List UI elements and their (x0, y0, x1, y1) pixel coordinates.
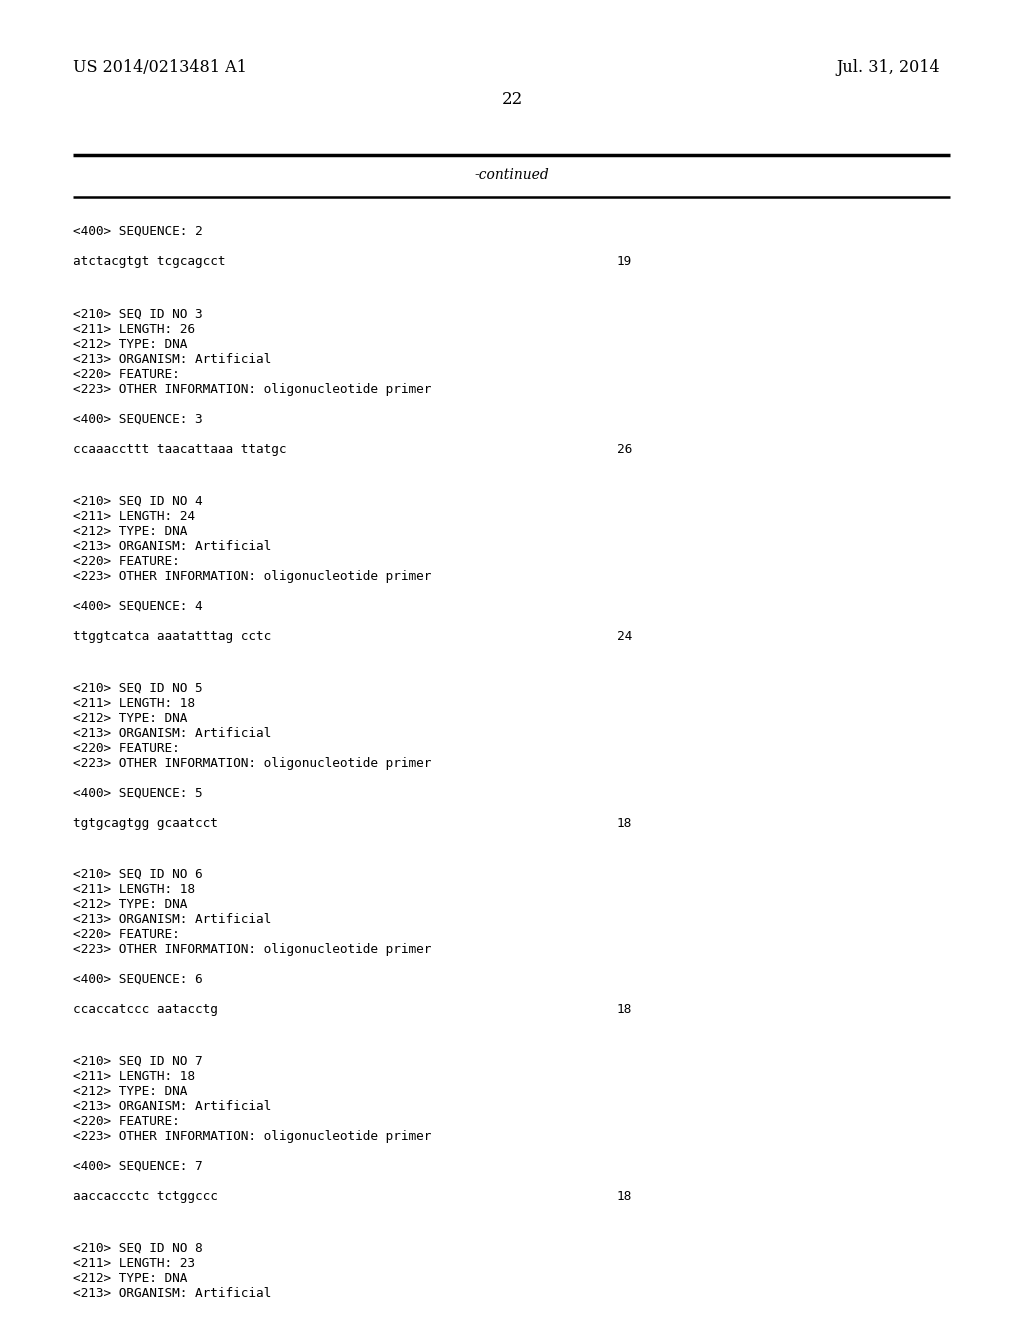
Text: <400> SEQUENCE: 3: <400> SEQUENCE: 3 (73, 413, 203, 426)
Text: <223> OTHER INFORMATION: oligonucleotide primer: <223> OTHER INFORMATION: oligonucleotide… (73, 570, 431, 583)
Text: <213> ORGANISM: Artificial: <213> ORGANISM: Artificial (73, 727, 271, 741)
Text: <211> LENGTH: 18: <211> LENGTH: 18 (73, 1071, 195, 1082)
Text: <213> ORGANISM: Artificial: <213> ORGANISM: Artificial (73, 913, 271, 927)
Text: US 2014/0213481 A1: US 2014/0213481 A1 (73, 59, 247, 77)
Text: <213> ORGANISM: Artificial: <213> ORGANISM: Artificial (73, 1287, 271, 1300)
Text: <212> TYPE: DNA: <212> TYPE: DNA (73, 711, 187, 725)
Text: tgtgcagtgg gcaatcct: tgtgcagtgg gcaatcct (73, 817, 218, 830)
Text: <220> FEATURE:: <220> FEATURE: (73, 554, 180, 568)
Text: <400> SEQUENCE: 5: <400> SEQUENCE: 5 (73, 787, 203, 800)
Text: 18: 18 (617, 1191, 632, 1203)
Text: <210> SEQ ID NO 3: <210> SEQ ID NO 3 (73, 308, 203, 321)
Text: <210> SEQ ID NO 4: <210> SEQ ID NO 4 (73, 495, 203, 508)
Text: <212> TYPE: DNA: <212> TYPE: DNA (73, 1272, 187, 1284)
Text: <210> SEQ ID NO 6: <210> SEQ ID NO 6 (73, 869, 203, 880)
Text: <211> LENGTH: 18: <211> LENGTH: 18 (73, 883, 195, 896)
Text: 22: 22 (502, 91, 522, 108)
Text: <212> TYPE: DNA: <212> TYPE: DNA (73, 525, 187, 539)
Text: <211> LENGTH: 18: <211> LENGTH: 18 (73, 697, 195, 710)
Text: ttggtcatca aaatatttag cctc: ttggtcatca aaatatttag cctc (73, 630, 271, 643)
Text: <213> ORGANISM: Artificial: <213> ORGANISM: Artificial (73, 352, 271, 366)
Text: 18: 18 (617, 1003, 632, 1016)
Text: <210> SEQ ID NO 5: <210> SEQ ID NO 5 (73, 682, 203, 696)
Text: Jul. 31, 2014: Jul. 31, 2014 (837, 59, 940, 77)
Text: <400> SEQUENCE: 2: <400> SEQUENCE: 2 (73, 224, 203, 238)
Text: aaccaccctc tctggccc: aaccaccctc tctggccc (73, 1191, 218, 1203)
Text: <400> SEQUENCE: 4: <400> SEQUENCE: 4 (73, 601, 203, 612)
Text: <223> OTHER INFORMATION: oligonucleotide primer: <223> OTHER INFORMATION: oligonucleotide… (73, 942, 431, 956)
Text: <400> SEQUENCE: 7: <400> SEQUENCE: 7 (73, 1160, 203, 1173)
Text: <212> TYPE: DNA: <212> TYPE: DNA (73, 898, 187, 911)
Text: ccaccatccc aatacctg: ccaccatccc aatacctg (73, 1003, 218, 1016)
Text: <223> OTHER INFORMATION: oligonucleotide primer: <223> OTHER INFORMATION: oligonucleotide… (73, 1130, 431, 1143)
Text: atctacgtgt tcgcagcct: atctacgtgt tcgcagcct (73, 255, 225, 268)
Text: <220> FEATURE:: <220> FEATURE: (73, 1115, 180, 1129)
Text: <212> TYPE: DNA: <212> TYPE: DNA (73, 1085, 187, 1098)
Text: <211> LENGTH: 24: <211> LENGTH: 24 (73, 510, 195, 523)
Text: <220> FEATURE:: <220> FEATURE: (73, 368, 180, 381)
Text: 24: 24 (617, 630, 632, 643)
Text: <223> OTHER INFORMATION: oligonucleotide primer: <223> OTHER INFORMATION: oligonucleotide… (73, 383, 431, 396)
Text: <400> SEQUENCE: 6: <400> SEQUENCE: 6 (73, 973, 203, 986)
Text: <213> ORGANISM: Artificial: <213> ORGANISM: Artificial (73, 1100, 271, 1113)
Text: 26: 26 (617, 444, 632, 455)
Text: <220> FEATURE:: <220> FEATURE: (73, 928, 180, 941)
Text: -continued: -continued (475, 168, 549, 182)
Text: ccaaaccttt taacattaaa ttatgc: ccaaaccttt taacattaaa ttatgc (73, 444, 287, 455)
Text: <213> ORGANISM: Artificial: <213> ORGANISM: Artificial (73, 540, 271, 553)
Text: <210> SEQ ID NO 7: <210> SEQ ID NO 7 (73, 1055, 203, 1068)
Text: <211> LENGTH: 23: <211> LENGTH: 23 (73, 1257, 195, 1270)
Text: <210> SEQ ID NO 8: <210> SEQ ID NO 8 (73, 1242, 203, 1255)
Text: <223> OTHER INFORMATION: oligonucleotide primer: <223> OTHER INFORMATION: oligonucleotide… (73, 756, 431, 770)
Text: <220> FEATURE:: <220> FEATURE: (73, 742, 180, 755)
Text: <212> TYPE: DNA: <212> TYPE: DNA (73, 338, 187, 351)
Text: <211> LENGTH: 26: <211> LENGTH: 26 (73, 323, 195, 337)
Text: 18: 18 (617, 817, 632, 830)
Text: 19: 19 (617, 255, 632, 268)
